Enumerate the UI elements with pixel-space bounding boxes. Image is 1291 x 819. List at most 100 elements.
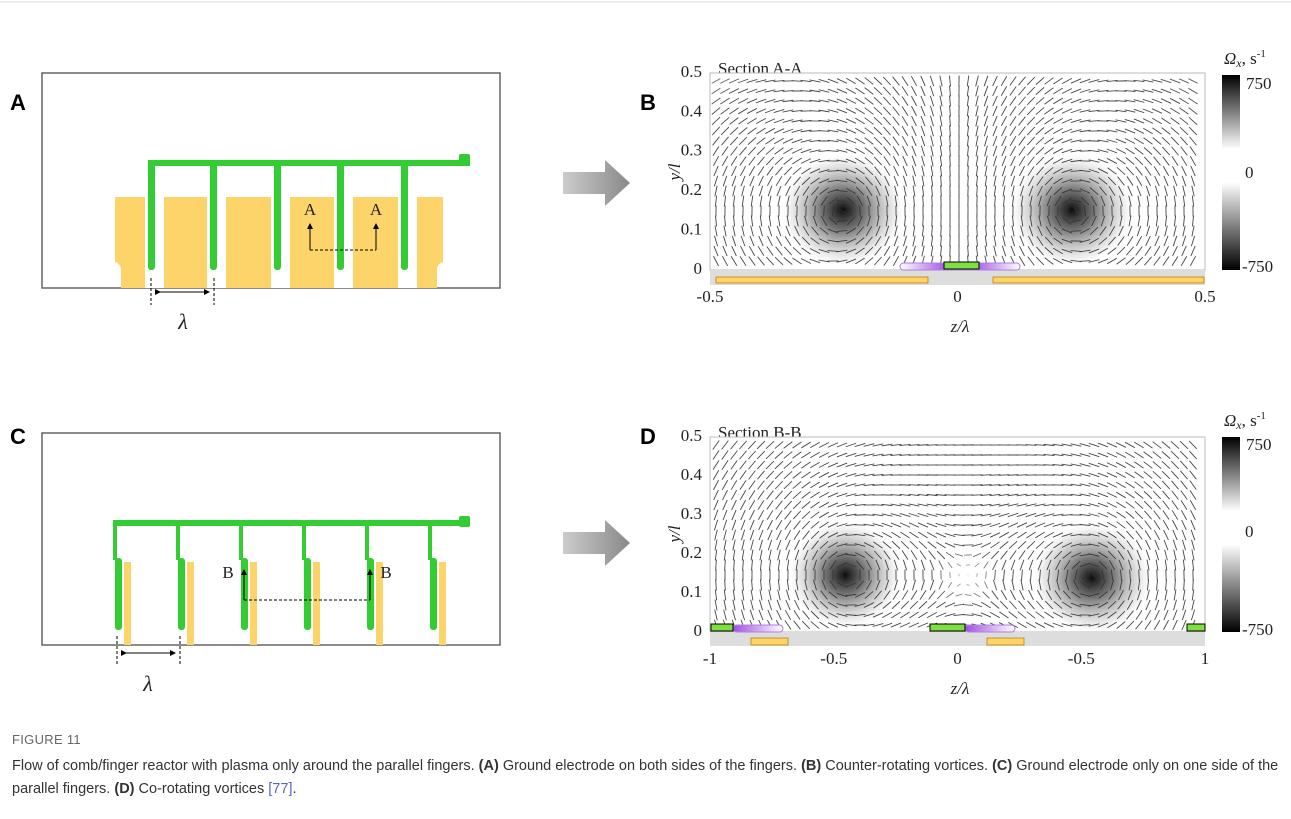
y-tick-label: 0.1 — [681, 582, 702, 601]
vector — [1034, 513, 1046, 517]
vector — [730, 480, 738, 490]
vector — [1063, 560, 1071, 570]
vector — [800, 258, 812, 264]
vector — [863, 602, 875, 608]
vector — [864, 77, 874, 85]
vector — [1135, 520, 1143, 530]
vector — [1016, 484, 1028, 486]
vector — [801, 167, 811, 175]
vector — [1162, 165, 1170, 177]
vector — [966, 105, 970, 117]
vector — [1037, 185, 1043, 197]
reference[interactable]: [77] — [268, 781, 293, 797]
vector — [1124, 128, 1136, 134]
vector — [980, 513, 992, 517]
vector — [1180, 156, 1188, 166]
vector — [894, 215, 898, 227]
vector — [1152, 451, 1162, 459]
vector — [1046, 195, 1052, 207]
vector — [918, 540, 928, 550]
vector — [774, 147, 784, 155]
vector — [1170, 460, 1180, 470]
vector — [1098, 247, 1108, 255]
vector — [863, 514, 875, 516]
vector — [845, 493, 857, 497]
vector — [1053, 107, 1063, 115]
vector — [846, 77, 856, 85]
vector — [737, 78, 749, 84]
vector — [1174, 579, 1176, 591]
vector — [1043, 522, 1055, 528]
vector — [836, 502, 848, 508]
vector — [900, 531, 910, 539]
vector — [917, 513, 929, 517]
vector — [1137, 215, 1141, 227]
vector — [1172, 235, 1178, 247]
vector — [1120, 569, 1122, 581]
vector — [748, 245, 756, 257]
vector — [1118, 589, 1124, 601]
vector — [792, 490, 802, 500]
vector — [747, 440, 757, 450]
vector — [741, 195, 745, 207]
vector — [809, 258, 821, 264]
vector — [902, 145, 908, 157]
vector — [1170, 107, 1180, 115]
vector — [800, 139, 812, 143]
vector — [854, 463, 866, 467]
vector — [971, 513, 983, 517]
vector — [994, 195, 996, 207]
vector — [1154, 599, 1160, 611]
vector — [1035, 107, 1045, 115]
vector — [1160, 78, 1172, 84]
vector — [1053, 167, 1063, 175]
caption-text: Flow of comb/finger reactor with plasma … — [12, 755, 1282, 801]
vector — [1191, 225, 1195, 237]
vector — [1100, 215, 1106, 227]
vector — [984, 165, 988, 177]
vector — [732, 539, 736, 551]
vector — [1106, 119, 1118, 123]
vector — [783, 490, 793, 500]
vector — [1181, 519, 1187, 531]
vector — [1036, 176, 1044, 186]
vector — [1070, 78, 1082, 84]
vector — [922, 215, 924, 227]
vector — [1052, 523, 1064, 527]
vector — [947, 581, 953, 589]
vector — [1098, 591, 1108, 599]
vector — [993, 225, 997, 237]
vector — [1152, 137, 1162, 145]
vector — [1191, 589, 1195, 601]
vector — [827, 98, 839, 104]
lambda-label: λ — [142, 671, 153, 696]
vector — [892, 116, 900, 126]
vector — [946, 592, 954, 598]
vector — [918, 531, 928, 539]
vector — [1053, 550, 1063, 560]
vector — [1097, 462, 1109, 468]
vector — [992, 95, 998, 107]
vector — [1070, 108, 1082, 114]
vector — [975, 175, 979, 187]
vector — [1181, 619, 1187, 631]
vector — [721, 255, 729, 267]
vector — [1107, 236, 1117, 246]
vector — [1161, 470, 1171, 480]
vector — [836, 249, 848, 253]
vector — [818, 159, 830, 163]
vector — [1028, 225, 1034, 237]
vector — [793, 620, 801, 630]
vector — [1127, 185, 1133, 197]
vector — [1115, 100, 1127, 102]
vector — [809, 79, 821, 83]
ground-electrode — [986, 637, 1025, 646]
vector — [930, 245, 934, 257]
vector — [721, 450, 729, 460]
vector — [1088, 472, 1100, 478]
vector — [845, 118, 857, 124]
vector — [749, 519, 755, 531]
vector — [801, 176, 811, 186]
vector — [992, 125, 998, 137]
vector — [1106, 148, 1118, 154]
